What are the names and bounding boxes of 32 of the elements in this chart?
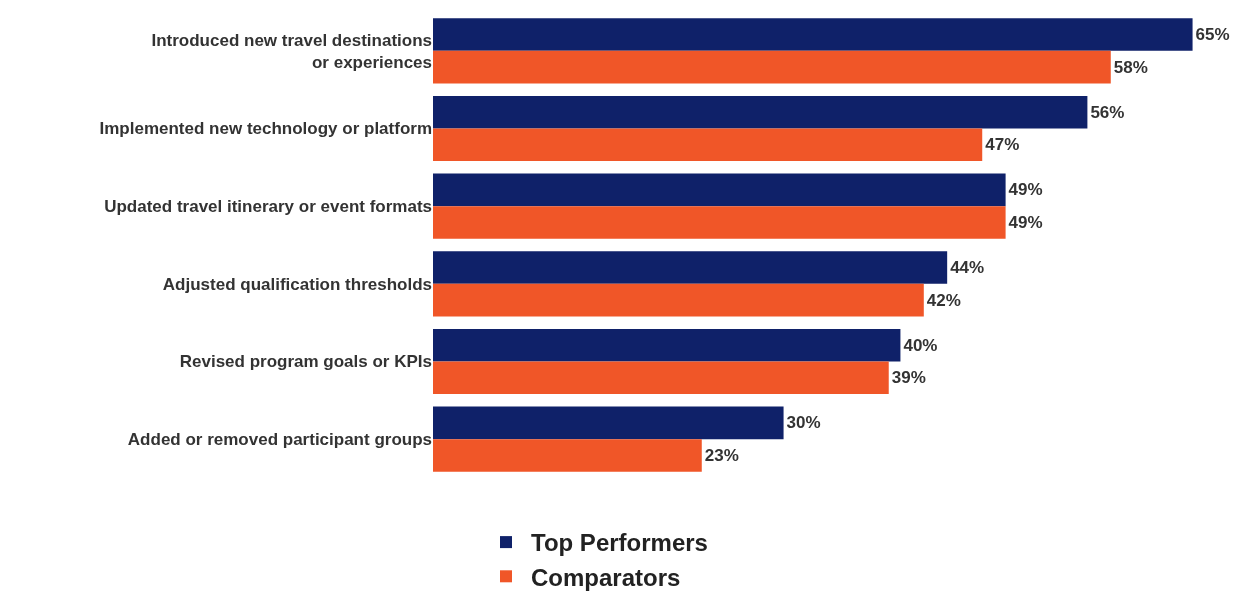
bar [433, 206, 1006, 239]
bar [433, 283, 924, 317]
data-label: 49% [1008, 212, 1043, 232]
y-tick-label: Added or removed participant groups [127, 430, 432, 450]
bar [433, 439, 702, 472]
data-label: 44% [950, 258, 985, 278]
y-tick-label: Introduced new travel destinations or experiences [151, 30, 432, 72]
y-tick-label: Revised program goals or KPIs [179, 352, 432, 372]
bar [433, 251, 948, 284]
bar [433, 95, 1088, 129]
bar [433, 328, 901, 362]
data-label: 65% [1195, 25, 1230, 45]
y-tick-label: Adjusted qualification thresholds [162, 274, 432, 294]
bar [433, 50, 1111, 84]
data-label: 56% [1090, 102, 1125, 122]
y-tick-label: Updated travel itinerary or event formats [104, 197, 432, 217]
legend-label: Top Performers [531, 529, 708, 557]
bar [433, 406, 784, 440]
data-label: 49% [1008, 180, 1043, 200]
data-label: 47% [985, 135, 1020, 155]
data-label: 58% [1113, 57, 1148, 77]
legend-label: Comparators [531, 563, 681, 591]
data-label: 23% [704, 445, 739, 465]
bar [433, 173, 1006, 207]
y-tick-label: Implemented new technology or platform [99, 119, 432, 139]
data-label: 42% [926, 290, 961, 310]
data-label: 30% [786, 413, 821, 433]
bar [433, 128, 983, 162]
bar [433, 18, 1193, 51]
data-label: 40% [903, 335, 938, 355]
data-label: 39% [891, 368, 926, 388]
bar [433, 361, 889, 395]
